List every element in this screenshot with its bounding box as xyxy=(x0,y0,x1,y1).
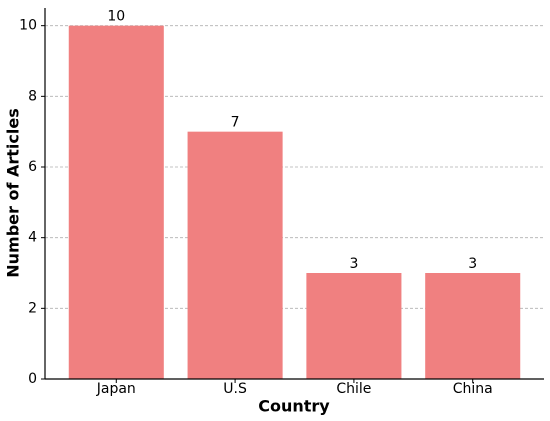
x-tick-label: U.S xyxy=(223,381,247,397)
bar xyxy=(187,131,283,379)
y-tick-label: 10 xyxy=(19,18,37,34)
bar xyxy=(306,273,402,379)
y-tick-label: 8 xyxy=(28,88,37,104)
y-tick-label: 6 xyxy=(28,159,37,175)
x-tick-label: Chile xyxy=(336,381,371,397)
x-axis-title: Country xyxy=(258,397,330,416)
data-label: 3 xyxy=(468,256,477,272)
y-tick-label: 0 xyxy=(28,371,37,387)
y-axis-title: Number of Articles xyxy=(4,108,23,278)
data-label: 3 xyxy=(349,256,358,272)
data-label: 10 xyxy=(107,9,125,25)
bar xyxy=(425,273,521,379)
y-tick-label: 2 xyxy=(28,300,37,316)
bar xyxy=(68,25,164,380)
data-label: 7 xyxy=(231,115,240,131)
y-tick-label: 4 xyxy=(28,230,37,246)
x-tick-label: China xyxy=(453,381,493,397)
x-tick-label: Japan xyxy=(96,381,136,397)
